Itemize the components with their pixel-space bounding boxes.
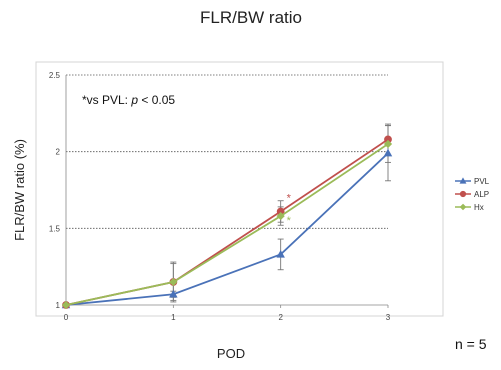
x-tick-label: 2 xyxy=(278,313,283,322)
series-line-pvl xyxy=(65,152,389,306)
y-tick-label: 2.5 xyxy=(49,71,61,80)
significance-marks: ** xyxy=(287,192,292,227)
y-tick-label: 1.5 xyxy=(49,224,61,233)
legend-marker-pvl xyxy=(459,177,467,184)
point-pvl xyxy=(276,249,285,258)
y-axis-label: FLR/BW ratio (%) xyxy=(12,139,27,241)
point-hx xyxy=(169,277,178,287)
n-label: n = 5 xyxy=(455,336,487,352)
chart-title: FLR/BW ratio xyxy=(200,8,302,27)
x-tick-label: 1 xyxy=(171,313,176,322)
significance-mark-alp: * xyxy=(287,192,292,204)
point-hx xyxy=(383,139,393,149)
series-line-hx xyxy=(65,143,389,306)
y-axis-ticks: 1 1.5 2 2.5 xyxy=(49,71,61,310)
x-tick-label: 3 xyxy=(386,313,391,322)
point-hx xyxy=(276,211,285,221)
x-axis-label: POD xyxy=(217,346,245,361)
point-pvl xyxy=(169,289,178,298)
plot-frame xyxy=(35,61,444,317)
significance-mark-hx: * xyxy=(287,215,292,227)
legend-marker-hx xyxy=(459,203,467,211)
x-tick-label: 0 xyxy=(64,313,69,322)
y-tick-label: 2 xyxy=(56,148,61,157)
x-axis-ticks: 0 1 2 3 xyxy=(64,305,391,322)
legend-label-alp: ALP xyxy=(474,190,489,199)
significance-annotation: *vs PVL: p < 0.05 xyxy=(82,93,175,107)
y-tick-label: 1 xyxy=(56,301,61,310)
point-pvl xyxy=(383,148,393,157)
grid xyxy=(66,74,388,229)
legend-marker-alp xyxy=(459,190,467,198)
legend: PVL ALP Hx xyxy=(455,177,490,212)
series-group xyxy=(61,135,393,310)
legend-label-hx: Hx xyxy=(474,203,484,212)
legend-label-pvl: PVL xyxy=(474,177,490,186)
point-hx xyxy=(61,300,71,310)
